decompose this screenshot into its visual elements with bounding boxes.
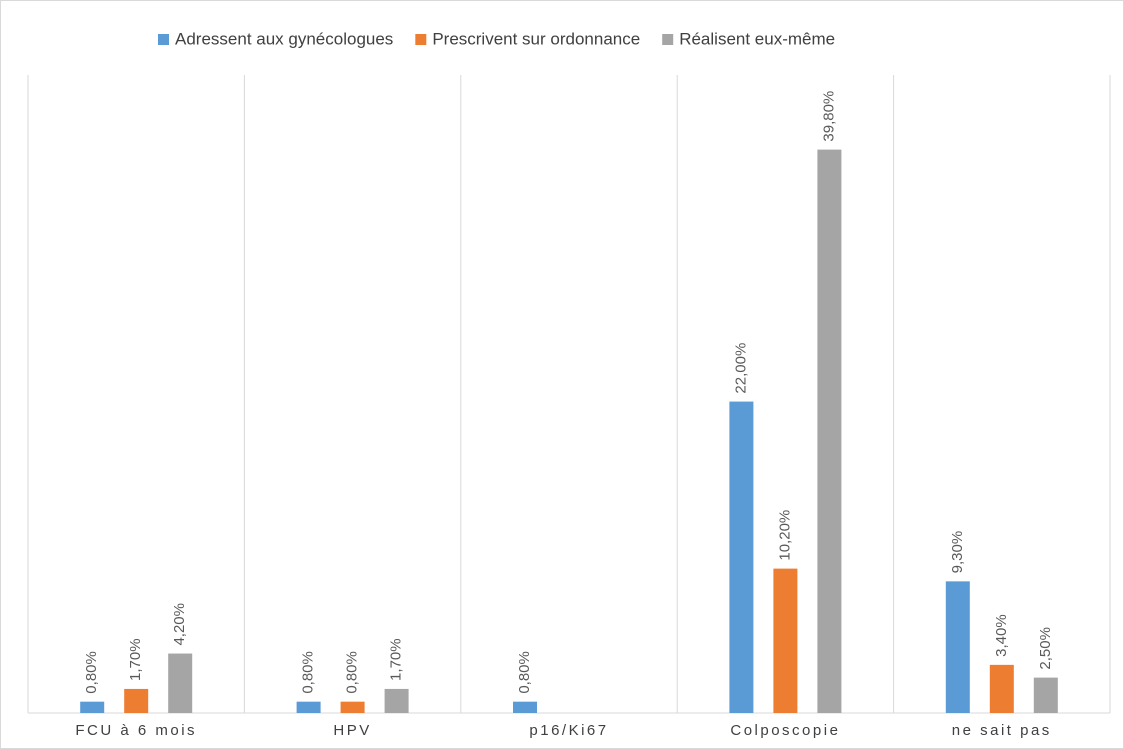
bar: [513, 701, 537, 713]
bar: [773, 568, 798, 713]
value-label: 0,80%: [83, 651, 100, 694]
value-label: 2,50%: [1037, 627, 1054, 670]
value-label: 22,00%: [732, 343, 749, 394]
bar: [124, 688, 149, 713]
x-tick-label: FCU à 6 mois: [75, 722, 197, 739]
value-label: 39,80%: [820, 91, 837, 142]
legend-swatch: [662, 34, 674, 45]
bar: [729, 401, 754, 713]
value-label: 0,80%: [344, 651, 361, 694]
bar: [1033, 677, 1058, 713]
bar: [80, 701, 105, 713]
value-label: 9,30%: [949, 531, 966, 574]
bar: [384, 688, 409, 713]
value-label: 0,80%: [300, 651, 317, 694]
bar: [296, 701, 321, 713]
bar: [945, 581, 970, 713]
x-tick-label: ne sait pas: [952, 722, 1052, 739]
value-label: 1,70%: [388, 638, 405, 681]
bar: [817, 149, 842, 713]
value-label: 4,20%: [171, 603, 188, 646]
legend-swatch: [158, 34, 169, 45]
x-tick-label: p16/Ki67: [529, 722, 608, 739]
value-label: 1,70%: [127, 638, 144, 681]
bar: [340, 701, 365, 713]
bar: [168, 653, 193, 713]
legend-label: Prescrivent sur ordonnance: [432, 29, 640, 48]
x-tick-label: HPV: [333, 722, 371, 739]
bar: [989, 664, 1014, 713]
value-label: 10,20%: [776, 510, 793, 561]
legend-label: Réalisent eux-même: [679, 29, 835, 48]
legend-swatch: [415, 34, 427, 45]
legend-label: Adressent aux gynécologues: [175, 29, 393, 48]
value-label: 3,40%: [993, 614, 1010, 657]
value-label: 0,80%: [516, 651, 533, 694]
x-tick-label: Colposcopie: [730, 722, 840, 739]
